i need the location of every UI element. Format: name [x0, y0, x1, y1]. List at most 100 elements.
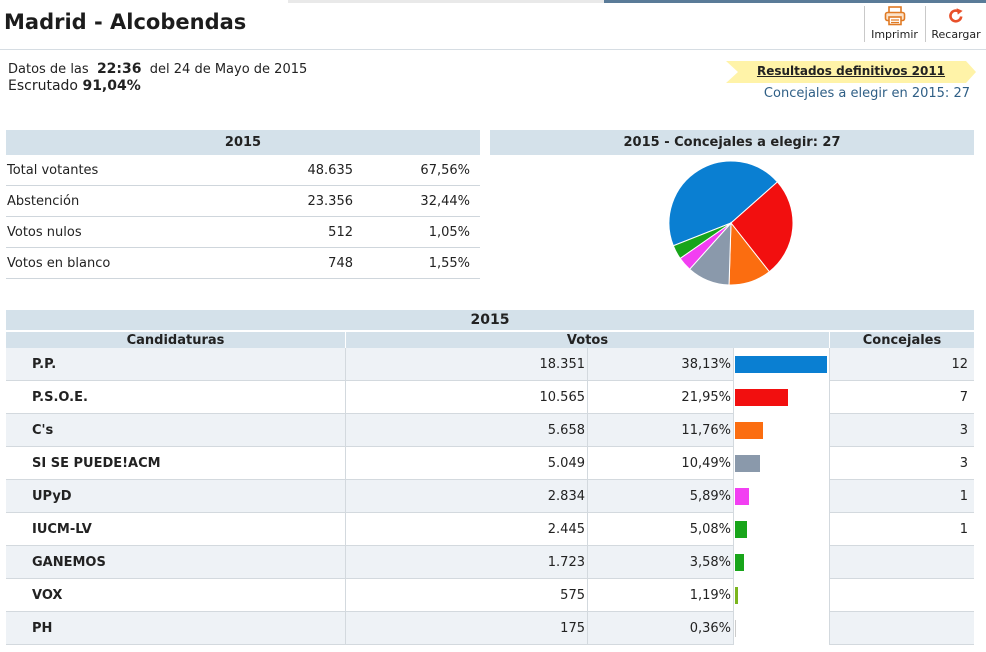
party-bar-cell	[734, 414, 830, 447]
results-2011-link[interactable]: Resultados definitivos 2011	[756, 64, 946, 78]
party-bar-cell	[734, 381, 830, 414]
party-row: P.S.O.E. 10.565 21,95% 7	[6, 381, 974, 414]
pie-slice-p-p	[668, 160, 779, 247]
reload-icon	[926, 6, 986, 26]
summary-percent: 1,05%	[428, 225, 470, 240]
party-votes: 2.834	[346, 480, 588, 513]
page-title: Madrid - Alcobendas	[4, 10, 247, 34]
party-seats	[830, 612, 974, 645]
party-row: VOX 575 1,19%	[6, 579, 974, 612]
results-table: 2015 Candidaturas Votos Concejales P.P. 1…	[6, 310, 974, 645]
print-button[interactable]: Imprimir	[864, 6, 924, 42]
party-votes: 575	[346, 579, 588, 612]
summary-row: Abstención 23.356 32,44%	[6, 186, 480, 217]
party-seats: 12	[951, 357, 968, 372]
col-votos: Votos	[346, 332, 830, 348]
page-header: Madrid - Alcobendas Imprimir Recargar	[0, 0, 986, 50]
party-votes: 1.723	[346, 546, 588, 579]
results-header-row: Candidaturas Votos Concejales	[6, 330, 974, 348]
results-2011-ribbon: Resultados definitivos 2011	[726, 61, 976, 83]
party-percent: 10,49%	[588, 447, 734, 480]
party-vote-bar	[735, 422, 763, 439]
summary-row: Total votantes 48.635 67,56%	[6, 155, 480, 186]
print-label: Imprimir	[871, 28, 918, 41]
party-name: C's	[6, 414, 346, 447]
summary-value: 48.635	[307, 163, 354, 178]
pie-title: 2015 - Concejales a elegir: 27	[490, 130, 974, 155]
col-candidaturas: Candidaturas	[6, 332, 346, 348]
update-info: Datos de las 22:36 del 24 de Mayo de 201…	[8, 61, 307, 95]
pie-chart-block: 2015 - Concejales a elegir: 27	[490, 130, 974, 290]
party-row: P.P. 18.351 38,13% 12	[6, 348, 974, 381]
party-vote-bar	[735, 455, 760, 472]
reload-label: Recargar	[931, 28, 981, 41]
summary-year: 2015	[6, 130, 480, 155]
summary-row: Votos en blanco 748 1,55%	[6, 248, 480, 279]
pie-slice-iucm-lv	[672, 222, 732, 260]
party-seats: 1	[959, 489, 968, 504]
party-seats	[830, 546, 974, 579]
party-vote-bar	[735, 587, 738, 604]
party-votes: 5.049	[346, 447, 588, 480]
party-percent: 21,95%	[588, 381, 734, 414]
party-row: C's 5.658 11,76% 3	[6, 414, 974, 447]
party-percent: 1,19%	[588, 579, 734, 612]
party-bar-cell	[734, 480, 830, 513]
party-row: UPyD 2.834 5,89% 1	[6, 480, 974, 513]
party-votes: 175	[346, 612, 588, 645]
party-seats: 3	[959, 456, 968, 471]
reload-button[interactable]: Recargar	[925, 6, 986, 42]
party-votes: 2.445	[346, 513, 588, 546]
col-concejales: Concejales	[862, 333, 942, 348]
party-bar-cell	[734, 612, 830, 645]
scrutiny-label: Escrutado	[8, 78, 78, 94]
party-vote-bar	[735, 521, 747, 538]
party-vote-bar	[735, 620, 736, 637]
party-bar-cell	[734, 579, 830, 612]
party-percent: 5,89%	[588, 480, 734, 513]
party-name: UPyD	[6, 480, 346, 513]
party-row: IUCM-LV 2.445 5,08% 1	[6, 513, 974, 546]
party-votes: 5.658	[346, 414, 588, 447]
summary-table: 2015 Total votantes 48.635 67,56% Abstenció…	[6, 130, 480, 279]
summary-label: Total votantes	[7, 163, 99, 178]
scrutiny-value: 91,04%	[82, 78, 141, 94]
data-prefix: Datos de las	[8, 62, 89, 77]
party-name: P.P.	[6, 348, 346, 381]
party-votes: 18.351	[346, 348, 588, 381]
party-percent: 5,08%	[588, 513, 734, 546]
summary-value: 512	[328, 225, 353, 240]
party-bar-cell	[734, 348, 830, 381]
party-name: P.S.O.E.	[6, 381, 346, 414]
party-name: VOX	[6, 579, 346, 612]
party-bar-cell	[734, 447, 830, 480]
summary-value: 23.356	[307, 194, 354, 209]
party-percent: 0,36%	[588, 612, 734, 645]
summary-percent: 32,44%	[420, 194, 470, 209]
party-row: PH 175 0,36%	[6, 612, 974, 645]
update-date: del 24 de Mayo de 2015	[149, 62, 308, 77]
summary-percent: 1,55%	[428, 256, 470, 271]
party-name: IUCM-LV	[6, 513, 346, 546]
summary-label: Abstención	[7, 194, 80, 209]
pie-slice-p-s-o-e	[730, 181, 794, 273]
summary-label: Votos en blanco	[7, 256, 111, 271]
party-row: SI SE PUEDE!ACM 5.049 10,49% 3	[6, 447, 974, 480]
party-vote-bar	[735, 356, 827, 373]
party-seats: 3	[959, 423, 968, 438]
summary-value: 748	[328, 256, 353, 271]
party-seats: 7	[959, 390, 968, 405]
party-percent: 11,76%	[588, 414, 734, 447]
party-name: PH	[6, 612, 346, 645]
party-name: SI SE PUEDE!ACM	[6, 447, 346, 480]
printer-icon	[865, 6, 924, 26]
party-bar-cell	[734, 513, 830, 546]
party-row: GANEMOS 1.723 3,58%	[6, 546, 974, 579]
party-percent: 3,58%	[588, 546, 734, 579]
party-vote-bar	[735, 389, 788, 406]
party-votes: 10.565	[346, 381, 588, 414]
results-year: 2015	[6, 310, 974, 330]
party-seats: 1	[959, 522, 968, 537]
update-time: 22:36	[96, 61, 142, 77]
party-bar-cell	[734, 546, 830, 579]
